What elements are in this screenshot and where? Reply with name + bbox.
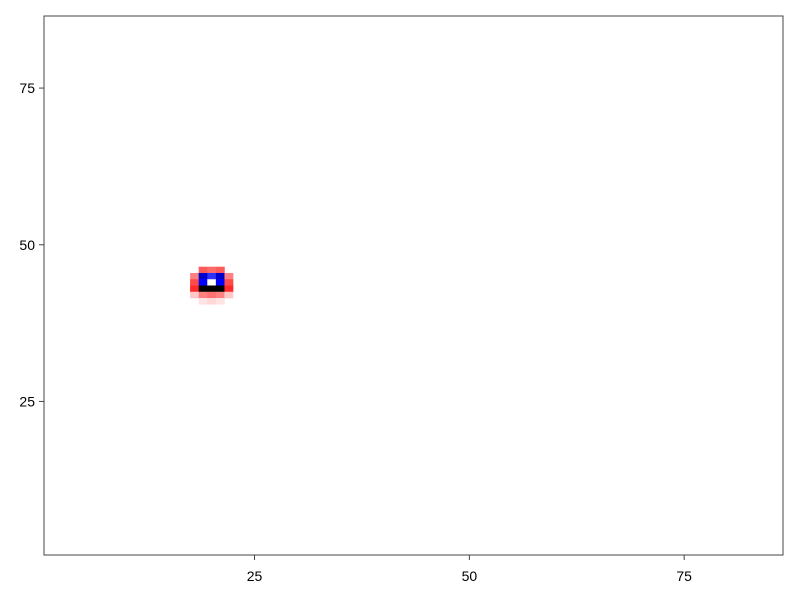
y-tick-label: 25 — [19, 393, 35, 409]
heatmap-cell — [207, 285, 217, 293]
heatmap-cell — [190, 291, 199, 299]
heatmap-cell — [190, 285, 199, 293]
heatmap-cell — [198, 272, 208, 280]
heatmap-cell — [207, 298, 217, 305]
heatmap-cell — [224, 285, 234, 293]
plot-frame — [43, 15, 784, 556]
x-tick-label: 50 — [462, 568, 478, 584]
axis-ticks: 25 50 75 25 50 75 — [19, 80, 692, 584]
heatmap-cell — [224, 279, 234, 286]
heatmap-cell — [198, 266, 208, 274]
heatmap-cell — [207, 291, 217, 299]
y-tick-label: 75 — [19, 80, 35, 96]
x-tick-label: 75 — [676, 568, 692, 584]
heatmap-cell — [215, 279, 225, 286]
heatmap-cell — [224, 272, 234, 280]
heatmap-cell — [215, 298, 225, 305]
heatmap-cell — [215, 266, 225, 274]
heatmap-cell — [224, 291, 234, 299]
heatmap-cell — [215, 291, 225, 299]
heatmap-cell — [215, 272, 225, 280]
heatmap-cell — [198, 298, 208, 305]
heatmap-cell — [207, 279, 217, 286]
heatmap-cell — [207, 272, 217, 280]
heatmap-cell — [198, 279, 208, 286]
x-tick-label: 25 — [247, 568, 263, 584]
heatmap-cell — [198, 291, 208, 299]
heatmap-cell — [207, 266, 217, 274]
heatmap-cell — [190, 279, 199, 286]
y-tick-label: 50 — [19, 237, 35, 253]
heatmap-cell — [215, 285, 225, 293]
heatmap-cell — [190, 272, 199, 280]
heatmap-cells — [190, 266, 234, 305]
heatmap-cell — [198, 285, 208, 293]
